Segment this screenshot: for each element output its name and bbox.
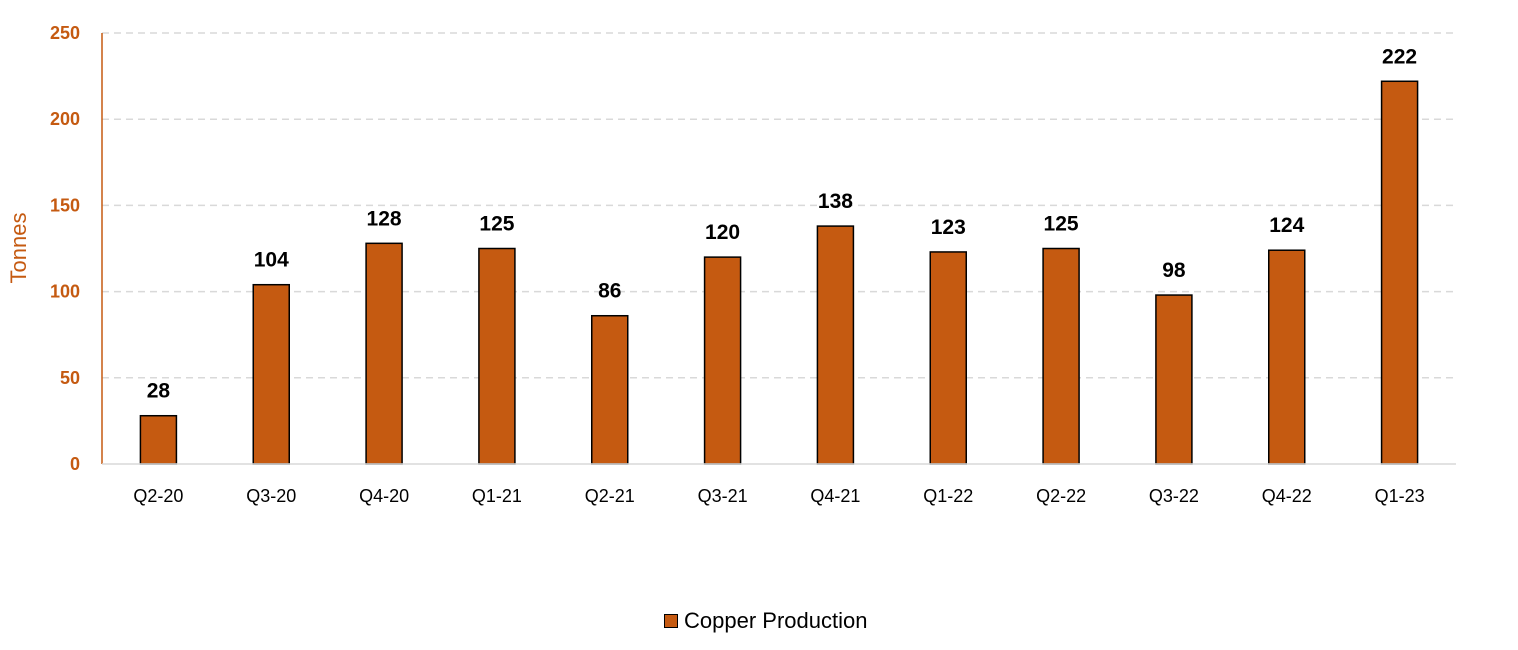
data-label: 86 [598,280,621,303]
data-label: 28 [147,380,171,403]
x-tick-label: Q2-22 [1036,486,1086,506]
x-tick-label: Q3-20 [246,486,296,506]
x-tick-label: Q1-23 [1375,486,1425,506]
x-tick-label: Q4-20 [359,486,409,506]
data-label: 125 [1044,213,1079,236]
data-label: 124 [1269,214,1304,237]
x-tick-label: Q2-20 [133,486,183,506]
bar [703,256,742,465]
bar [478,247,516,465]
x-tick-label: Q1-22 [923,486,973,506]
data-label: 104 [254,249,289,272]
bars [139,80,1419,465]
bar [252,283,290,465]
bar [929,251,967,465]
x-tick-label: Q3-22 [1149,486,1199,506]
data-label: 123 [931,216,966,239]
bar [365,242,403,465]
y-tick-label: 150 [50,195,80,215]
data-label: 222 [1382,45,1417,68]
legend-label: Copper Production [684,608,868,633]
axes: 0 50 100 150 200 250 Q2-20 Q3-20 Q4-20 Q1-21 Q2-21… [50,23,1456,506]
data-label: 128 [367,207,402,230]
data-label: 98 [1162,259,1186,282]
y-tick-label: 0 [70,454,80,474]
y-tick-label: 100 [50,282,80,302]
gridlines [102,32,1456,379]
x-tick-label: Q1-21 [472,486,522,506]
y-tick-label: 50 [60,368,80,388]
bar [1380,80,1419,465]
bar [591,314,629,465]
y-tick-label: 200 [50,109,80,129]
legend: Copper Production [664,610,867,632]
bar [1155,294,1193,465]
data-labels: 28 104 128 125 86 120 138 123 125 98 124 222 [147,45,1417,402]
data-label: 138 [818,190,853,213]
x-tick-label: Q4-21 [810,486,860,506]
bar [1042,247,1080,465]
bar-chart: 28 104 128 125 86 120 138 123 125 98 124 222 0 50 100… [6,23,1456,506]
data-label: 120 [705,221,740,244]
legend-swatch [664,614,678,628]
bar [1268,249,1306,465]
x-tick-label: Q3-21 [698,486,748,506]
data-label: 125 [479,213,514,236]
y-axis-label: Tonnes [6,213,31,284]
y-tick-label: 250 [50,23,80,43]
x-tick-label: Q2-21 [585,486,635,506]
bar [139,414,178,465]
x-tick-label: Q4-22 [1262,486,1312,506]
bar [816,225,855,465]
